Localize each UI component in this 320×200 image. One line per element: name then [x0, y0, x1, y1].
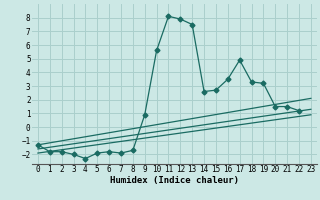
X-axis label: Humidex (Indice chaleur): Humidex (Indice chaleur) — [110, 176, 239, 185]
